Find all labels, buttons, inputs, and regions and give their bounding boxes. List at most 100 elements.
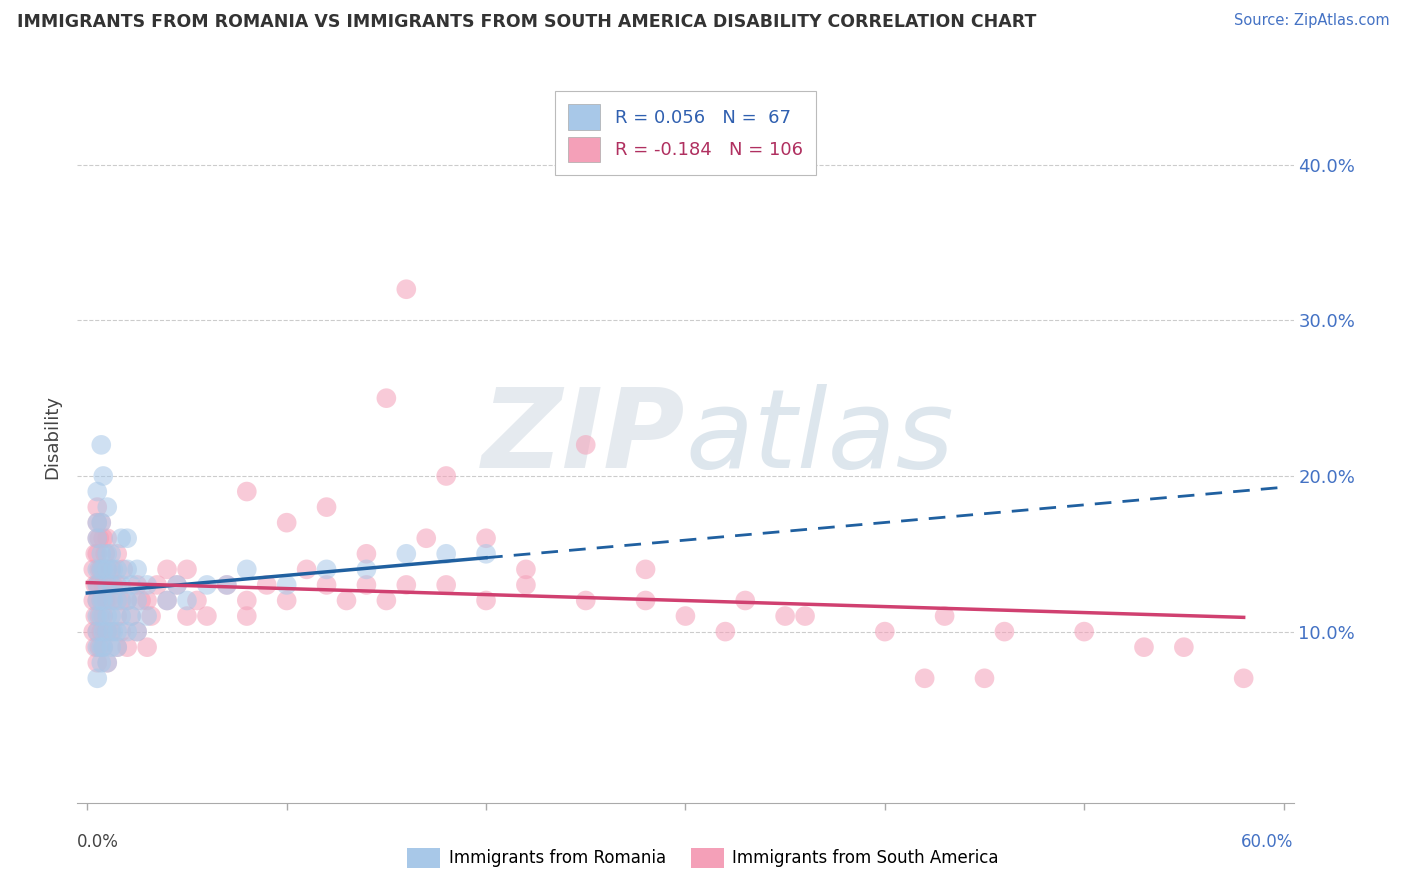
Point	[794, 609, 817, 624]
Point	[166, 578, 188, 592]
Point	[195, 609, 218, 624]
Point	[236, 562, 259, 576]
Point	[934, 609, 956, 624]
Point	[89, 609, 111, 624]
Point	[90, 516, 112, 530]
Point	[395, 282, 418, 296]
Point	[276, 578, 298, 592]
Point	[1173, 640, 1195, 655]
Point	[215, 578, 238, 592]
Point	[86, 609, 108, 624]
Point	[110, 578, 132, 592]
Point	[86, 516, 108, 530]
Point	[94, 547, 117, 561]
Point	[91, 609, 114, 624]
Point	[96, 500, 118, 515]
Point	[84, 547, 107, 561]
Point	[115, 531, 138, 545]
Point	[127, 578, 149, 592]
Point	[89, 531, 111, 545]
Point	[356, 578, 378, 592]
Point	[395, 578, 418, 592]
Point	[315, 578, 337, 592]
Point	[115, 593, 138, 607]
Point	[186, 593, 208, 607]
Point	[634, 562, 657, 576]
Point	[90, 640, 112, 655]
Point	[96, 656, 118, 670]
Point	[120, 609, 142, 624]
Text: 0.0%: 0.0%	[77, 833, 120, 851]
Point	[873, 624, 896, 639]
Point	[515, 578, 537, 592]
Point	[136, 640, 159, 655]
Point	[100, 624, 122, 639]
Point	[86, 624, 108, 639]
Point	[84, 640, 107, 655]
Point	[96, 547, 118, 561]
Point	[82, 593, 104, 607]
Point	[110, 624, 132, 639]
Point	[100, 562, 122, 576]
Point	[127, 624, 149, 639]
Point	[236, 484, 259, 499]
Point	[105, 609, 128, 624]
Point	[634, 593, 657, 607]
Point	[103, 593, 125, 607]
Point	[127, 562, 149, 576]
Point	[86, 593, 108, 607]
Point	[176, 609, 198, 624]
Point	[195, 578, 218, 592]
Point	[105, 562, 128, 576]
Point	[100, 593, 122, 607]
Point	[96, 656, 118, 670]
Point	[115, 593, 138, 607]
Point	[115, 624, 138, 639]
Point	[91, 593, 114, 607]
Point	[734, 593, 756, 607]
Point	[90, 547, 112, 561]
Point	[973, 671, 995, 685]
Point	[86, 531, 108, 545]
Point	[86, 578, 108, 592]
Point	[103, 578, 125, 592]
Point	[89, 562, 111, 576]
Point	[434, 547, 457, 561]
Point	[96, 624, 118, 639]
Point	[110, 609, 132, 624]
Point	[276, 593, 298, 607]
Point	[176, 562, 198, 576]
Point	[82, 624, 104, 639]
Y-axis label: Disability: Disability	[44, 395, 62, 479]
Point	[773, 609, 796, 624]
Point	[90, 438, 112, 452]
Text: 60.0%: 60.0%	[1241, 833, 1294, 851]
Point	[90, 609, 112, 624]
Point	[105, 640, 128, 655]
Text: ZIP: ZIP	[482, 384, 686, 491]
Point	[86, 656, 108, 670]
Text: Source: ZipAtlas.com: Source: ZipAtlas.com	[1233, 13, 1389, 29]
Point	[96, 609, 118, 624]
Point	[129, 593, 152, 607]
Point	[110, 593, 132, 607]
Point	[115, 640, 138, 655]
Point	[86, 531, 108, 545]
Point	[86, 593, 108, 607]
Point	[86, 516, 108, 530]
Point	[136, 593, 159, 607]
Text: IMMIGRANTS FROM ROMANIA VS IMMIGRANTS FROM SOUTH AMERICA DISABILITY CORRELATION : IMMIGRANTS FROM ROMANIA VS IMMIGRANTS FR…	[17, 13, 1036, 31]
Point	[1133, 640, 1156, 655]
Point	[94, 593, 117, 607]
Point	[86, 562, 108, 576]
Point	[91, 562, 114, 576]
Point	[86, 578, 108, 592]
Point	[295, 562, 318, 576]
Point	[84, 578, 107, 592]
Point	[356, 547, 378, 561]
Point	[91, 578, 114, 592]
Point	[90, 593, 112, 607]
Legend: Immigrants from Romania, Immigrants from South America: Immigrants from Romania, Immigrants from…	[401, 841, 1005, 875]
Point	[105, 578, 128, 592]
Point	[914, 671, 936, 685]
